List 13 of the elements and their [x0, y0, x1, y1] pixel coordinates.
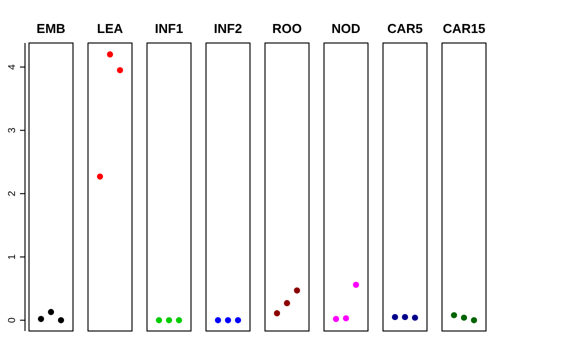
x-tick-label: ROO: [272, 21, 302, 36]
x-tick-label: EMB: [36, 21, 66, 36]
x-tick-label: LEA: [97, 21, 124, 36]
y-tick-label: 1: [7, 254, 18, 260]
x-tick-label: INF2: [214, 21, 242, 36]
x-tick-label: NOD: [332, 21, 360, 36]
x-tick-label: CAR15: [442, 21, 486, 36]
y-tick-label: 4: [7, 64, 18, 70]
y-tick-label: 0: [7, 317, 18, 324]
y-tick-label: 3: [7, 127, 18, 134]
x-tick-label: INF1: [154, 21, 184, 36]
x-tick-label: CAR5: [387, 21, 423, 36]
y-tick-label: 2: [7, 190, 18, 196]
